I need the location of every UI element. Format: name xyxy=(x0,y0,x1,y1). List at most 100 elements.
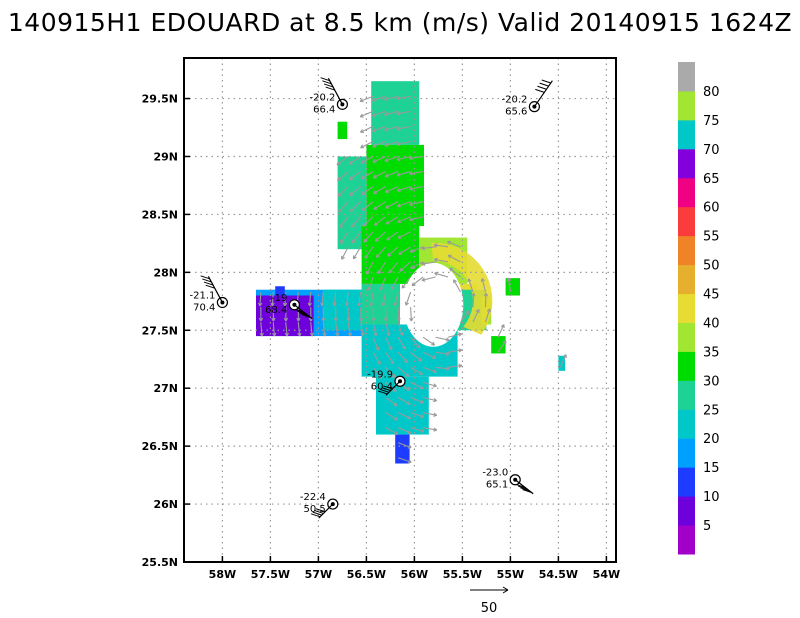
wind-vector-head xyxy=(371,97,376,102)
wind-vector-head xyxy=(337,192,342,197)
wind-vector-head xyxy=(371,317,376,322)
wind-vector-head xyxy=(420,414,425,419)
wind-vector-head xyxy=(283,317,289,322)
wind-vector xyxy=(397,412,411,420)
reference-vector: 50 xyxy=(470,586,509,616)
wind-barb-feather xyxy=(537,85,547,90)
wind-vector-head xyxy=(467,278,472,283)
wind-vector-head xyxy=(272,332,277,337)
wind-vector-head xyxy=(396,111,401,116)
wind-vector xyxy=(385,366,396,378)
wind-barb-feather xyxy=(320,77,330,82)
wind-vector xyxy=(347,322,351,337)
wind-vector xyxy=(372,337,379,351)
wind-vector xyxy=(309,291,312,307)
wind-barb-feather xyxy=(325,86,335,91)
wind-barb-feather xyxy=(323,83,334,88)
colorbar-swatch xyxy=(678,409,695,439)
wind-vector-head xyxy=(404,301,409,306)
wind-vector xyxy=(386,231,399,241)
wind-barb-feather xyxy=(314,509,324,514)
colorbar-swatch xyxy=(678,90,695,121)
dropsonde-2: -21.170.4 xyxy=(190,275,228,313)
dropsonde-6: -22.450.5 xyxy=(300,492,339,519)
wind-vector xyxy=(338,201,349,213)
wind-vector-head xyxy=(372,174,377,179)
wind-vector-head xyxy=(402,345,407,350)
wind-barb-feather xyxy=(379,388,390,393)
wind-vector-head xyxy=(421,261,426,266)
wind-vector xyxy=(398,246,411,255)
colorbar-label: 10 xyxy=(703,490,720,505)
y-tick-label: 28N xyxy=(153,266,178,279)
wind-vector xyxy=(272,322,276,337)
wind-vector-head xyxy=(344,302,350,307)
y-tick-label: 29N xyxy=(153,150,178,163)
wind-vector xyxy=(497,340,507,353)
wind-vector xyxy=(349,171,361,181)
wind-barb-feather xyxy=(383,385,393,390)
wind-vector-head xyxy=(453,279,457,284)
wind-vector-head xyxy=(399,331,404,336)
wind-vector xyxy=(353,246,362,260)
wind-vector-head xyxy=(393,302,398,307)
colorbar-swatch xyxy=(678,438,695,468)
wind-vector-head xyxy=(271,317,276,322)
wind-vector xyxy=(396,125,411,130)
wind-vector-head xyxy=(364,254,369,259)
plot-frame xyxy=(183,57,617,563)
wind-vector-head xyxy=(373,221,379,226)
wind-vector-head xyxy=(296,317,301,322)
wind-vector xyxy=(401,276,411,289)
wind-vector xyxy=(372,352,381,365)
wind-vector-head xyxy=(396,203,401,208)
wind-vector xyxy=(385,201,399,209)
wind-vector xyxy=(358,291,362,306)
storm-eye xyxy=(403,262,464,347)
wind-vector-head xyxy=(341,255,345,260)
wind-vector-head xyxy=(390,285,395,290)
dropsonde-pressure: 70.4 xyxy=(193,302,215,313)
wind-vector xyxy=(373,201,386,210)
wind-vector-head xyxy=(408,171,413,176)
wind-vector xyxy=(447,333,462,338)
wind-vector xyxy=(397,201,411,207)
wind-vector-head xyxy=(409,317,414,322)
y-tick-label: 26N xyxy=(153,498,178,511)
wind-vector xyxy=(447,365,462,368)
wind-vector xyxy=(384,125,399,131)
wind-vector xyxy=(364,246,374,259)
colorbar-label: 75 xyxy=(703,114,720,129)
wind-vector xyxy=(310,322,313,337)
colorbar-swatch xyxy=(678,177,695,208)
wind-vector-head xyxy=(410,265,415,269)
wind-vector xyxy=(410,336,421,349)
wind-vector-head xyxy=(384,96,389,102)
dropsonde-temp: -20.2 xyxy=(502,95,528,106)
wind-vector xyxy=(396,95,411,100)
wind-vector-head xyxy=(396,96,401,101)
wind-vector xyxy=(484,293,487,308)
wind-vector xyxy=(360,171,374,180)
wind-vector-head xyxy=(408,186,413,191)
wind-vector-head xyxy=(419,385,424,390)
wind-vector-head xyxy=(406,401,411,405)
wind-vector xyxy=(372,367,383,379)
wind-vector-head xyxy=(347,332,353,337)
wind-vector-head xyxy=(321,317,326,322)
wind-vector xyxy=(259,292,262,307)
colorbar-label: 45 xyxy=(703,288,720,303)
wind-vector xyxy=(410,307,412,322)
wind-vector-head xyxy=(372,159,377,164)
wind-barb xyxy=(318,503,334,519)
wind-vector-head xyxy=(384,189,389,194)
wind-vector xyxy=(460,310,470,323)
colorbar-swatch xyxy=(678,380,695,410)
wind-vector xyxy=(385,397,398,407)
wind-vector xyxy=(260,322,263,337)
wind-vector xyxy=(376,246,387,258)
colorbar-swatch xyxy=(678,322,695,352)
y-tick-label: 29.5N xyxy=(142,93,178,106)
wind-barb xyxy=(533,80,553,108)
